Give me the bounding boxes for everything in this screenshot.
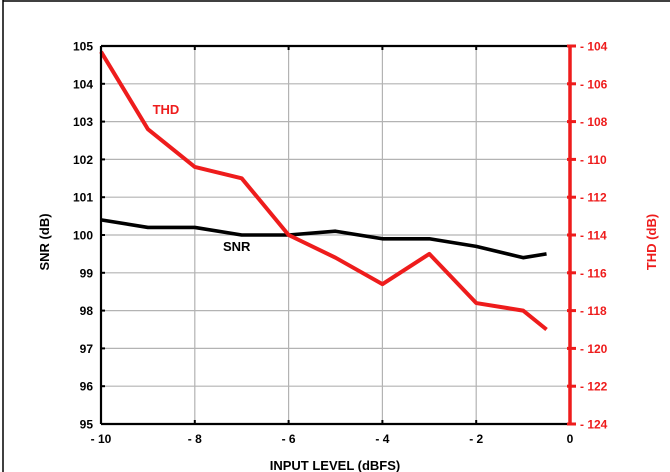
- y-right-tick-label: - 114: [580, 229, 607, 243]
- y-left-tick-label: 100: [73, 229, 93, 243]
- annotation-thd: THD: [153, 102, 180, 117]
- series-line-snr: [100, 218, 547, 260]
- y-left-tick-label: 96: [80, 380, 94, 394]
- y-right-tick-label: - 108: [580, 115, 608, 129]
- series-layer: [99, 50, 548, 332]
- y-left-tick-label: 98: [80, 304, 94, 318]
- x-tick-label: - 6: [282, 432, 296, 446]
- annotations: THD SNR: [153, 102, 251, 254]
- x-tick-label: - 8: [188, 432, 202, 446]
- y-left-tick-label: 104: [73, 77, 93, 91]
- y-right-tick-label: - 106: [580, 77, 608, 91]
- x-tick-label: - 10: [91, 432, 112, 446]
- y-right-tick-label: - 116: [580, 266, 607, 280]
- x-axis-label: INPUT LEVEL (dBFS): [270, 458, 400, 472]
- tick-labels: 95 96 97 98 99 100 101 102 103 104 105 - 10 - 8 - 6 - …: [73, 40, 608, 447]
- y-right-tick-label: - 110: [580, 153, 607, 167]
- y-axis-label-left: SNR (dB): [37, 213, 52, 270]
- y-left-tick-label: 97: [80, 342, 94, 356]
- y-left-tick-label: 99: [80, 266, 94, 280]
- y-left-tick-label: 102: [73, 153, 93, 167]
- y-axis-label-right: THD (dB): [644, 214, 659, 270]
- y-left-tick-label: 105: [73, 40, 93, 54]
- y-right-tick-label: - 122: [580, 380, 608, 394]
- y-right-tick-label: - 112: [580, 191, 607, 205]
- axes: [99, 44, 576, 426]
- y-right-tick-label: - 124: [580, 418, 608, 432]
- y-right-tick-label: - 120: [580, 342, 608, 356]
- y-left-tick-label: 95: [80, 418, 94, 432]
- x-tick-label: - 4: [375, 432, 389, 446]
- y-left-tick-label: 101: [73, 191, 93, 205]
- series-line-thd: [99, 50, 548, 332]
- y-right-tick-label: - 118: [580, 304, 607, 318]
- annotation-snr: SNR: [223, 239, 251, 254]
- y-right-tick-label: - 104: [580, 40, 608, 54]
- y-left-tick-label: 103: [73, 115, 93, 129]
- x-tick-label: 0: [567, 432, 574, 446]
- x-tick-label: - 2: [469, 432, 483, 446]
